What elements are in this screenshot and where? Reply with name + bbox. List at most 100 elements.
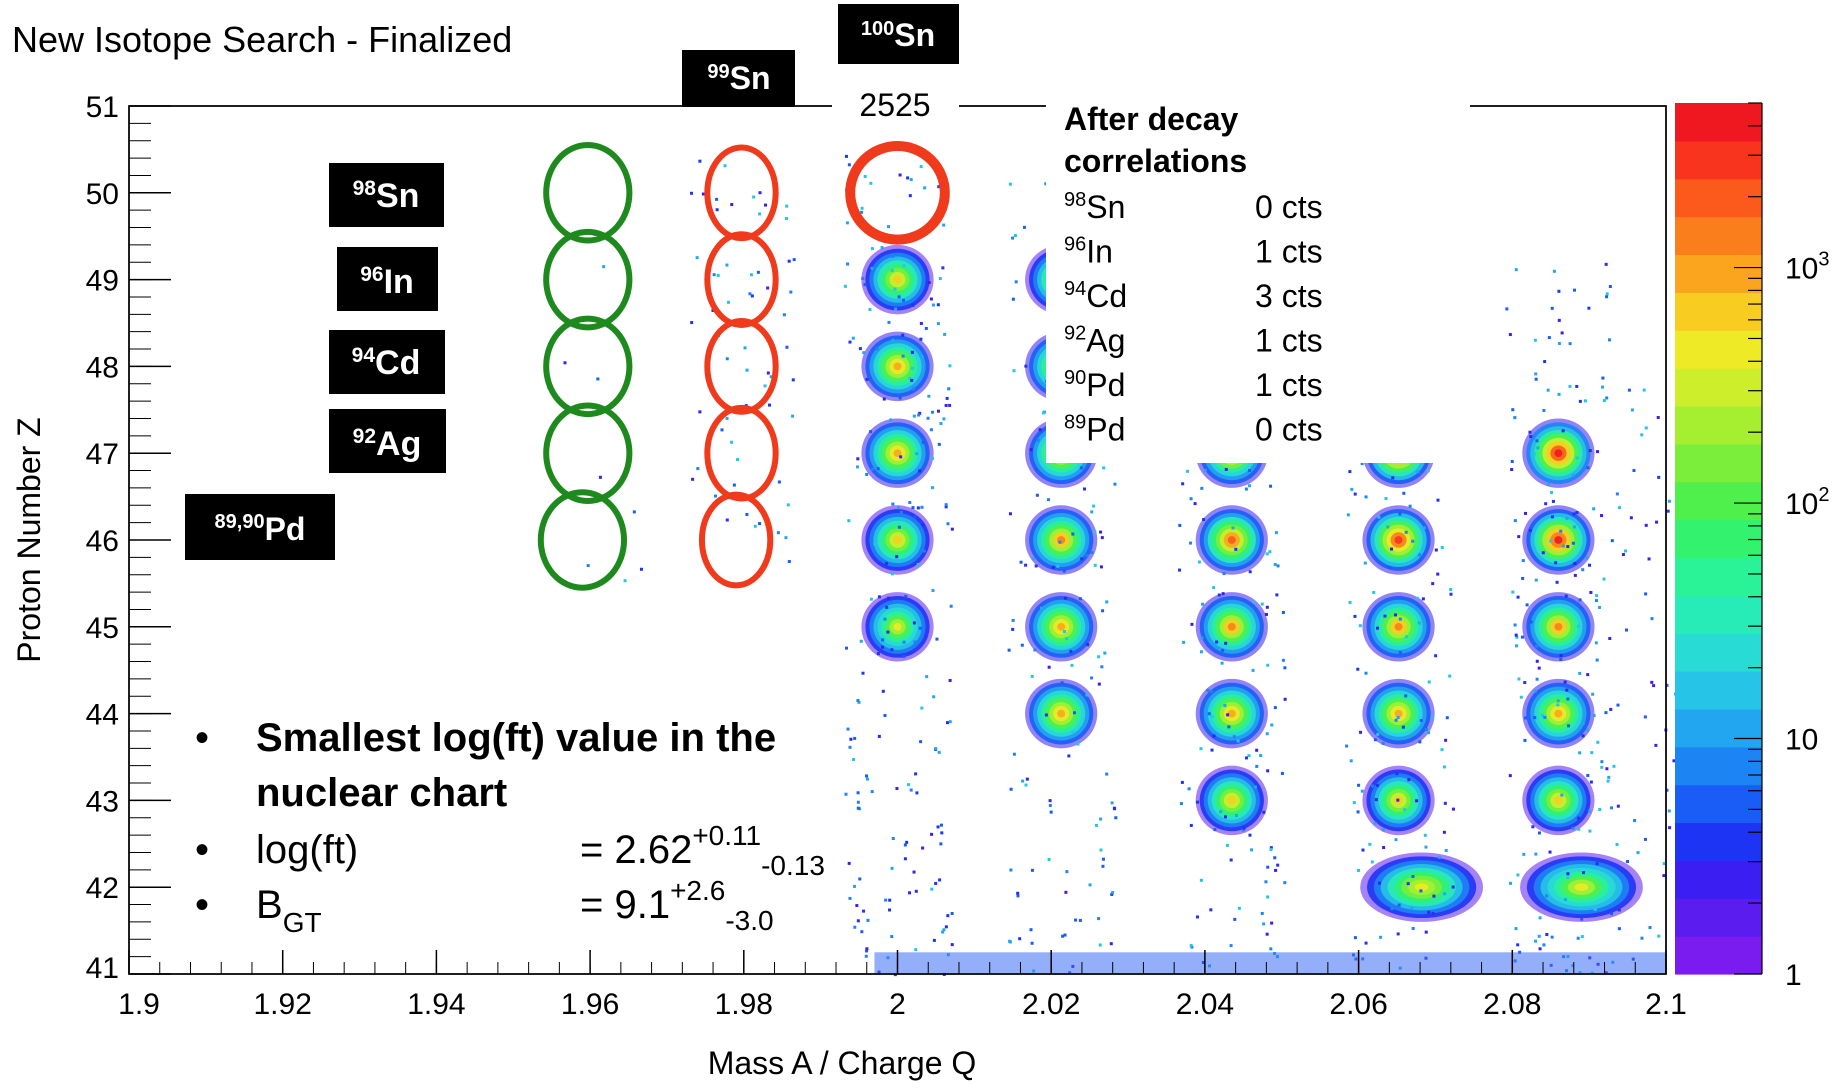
scatter-point — [1617, 927, 1621, 931]
color-scale-swatch — [1675, 898, 1762, 937]
scatter-point — [786, 503, 790, 507]
scatter-point — [1542, 408, 1546, 412]
scatter-point — [725, 263, 729, 267]
decay-row-isotope: 92Ag — [1064, 323, 1125, 359]
scatter-point — [914, 889, 918, 893]
scatter-point — [1011, 627, 1015, 631]
scatter-point — [929, 297, 933, 301]
scatter-point — [1424, 930, 1428, 934]
color-scale-swatch — [1675, 633, 1762, 672]
scatter-point — [1568, 384, 1572, 388]
scatter-point — [752, 195, 756, 199]
scatter-point — [1009, 787, 1013, 791]
scatter-point — [1547, 336, 1551, 340]
scatter-point — [1029, 448, 1033, 452]
scatter-point — [586, 564, 590, 568]
scatter-point — [1426, 469, 1430, 473]
scatter-point — [924, 326, 928, 330]
scatter-point — [895, 787, 899, 791]
x-tick-label: 1.9 — [118, 988, 160, 1021]
scatter-point — [1521, 576, 1525, 580]
scatter-point — [1381, 828, 1385, 832]
scatter-point — [777, 480, 781, 484]
scatter-point — [848, 896, 852, 900]
scatter-point — [1357, 783, 1361, 787]
scatter-point — [897, 295, 901, 299]
scatter-point — [1401, 725, 1405, 729]
isotope-label-98sn: 98Sn — [329, 163, 444, 227]
scatter-point — [1609, 806, 1613, 810]
cluster-ring — [893, 362, 902, 371]
scatter-point — [1268, 550, 1272, 554]
scatter-point — [1422, 526, 1426, 530]
scatter-point — [936, 825, 940, 829]
scatter-point — [1615, 492, 1619, 496]
scatter-point — [926, 416, 930, 420]
scatter-point — [787, 560, 791, 564]
scatter-point — [1016, 891, 1020, 895]
scatter-point — [1224, 641, 1228, 645]
scatter-point — [1573, 525, 1577, 529]
scatter-point — [1364, 671, 1368, 675]
scatter-point — [1381, 741, 1385, 745]
scatter-point — [1178, 523, 1182, 527]
scatter-point — [1511, 590, 1515, 594]
scatter-point — [1110, 892, 1114, 896]
scatter-point — [860, 210, 864, 214]
red-circle-1 — [704, 231, 779, 328]
scatter-point — [1559, 657, 1563, 661]
scatter-point — [862, 909, 866, 913]
scatter-point — [856, 699, 860, 703]
svg-text:96In: 96In — [360, 263, 414, 301]
scatter-point — [896, 506, 900, 510]
scatter-point — [1523, 738, 1527, 742]
scatter-point — [1209, 689, 1213, 693]
scatter-point — [1617, 908, 1621, 912]
green-circle-3 — [543, 402, 633, 504]
scatter-point — [1270, 723, 1274, 727]
scatter-point — [1443, 892, 1447, 896]
scatter-point — [1575, 456, 1579, 460]
scatter-point — [1533, 338, 1537, 342]
scatter-point — [1573, 561, 1577, 565]
scatter-point — [1543, 360, 1547, 364]
scatter-point — [701, 192, 705, 196]
scatter-point — [1576, 936, 1580, 940]
scatter-point — [1537, 666, 1541, 670]
scatter-point — [1573, 573, 1577, 577]
scatter-point — [1657, 934, 1661, 938]
scatter-point — [1212, 734, 1216, 738]
scatter-point — [1531, 825, 1535, 829]
scatter-point — [1666, 509, 1670, 513]
bullet-2-label: log(ft) — [256, 828, 358, 872]
scatter-point — [902, 264, 906, 268]
scatter-point — [1566, 872, 1570, 876]
cluster-ring — [1414, 883, 1429, 892]
scatter-point — [894, 307, 898, 311]
scatter-point — [1577, 827, 1581, 831]
scatter-point — [948, 720, 952, 724]
scatter-point — [1024, 364, 1028, 368]
scatter-point — [1227, 725, 1231, 729]
scatter-point — [884, 561, 888, 565]
scatter-point — [1019, 560, 1023, 564]
scatter-point — [1427, 731, 1431, 735]
scatter-point — [856, 800, 860, 804]
scatter-point — [1061, 934, 1065, 938]
scatter-point — [756, 270, 760, 274]
scatter-point — [1442, 830, 1446, 834]
scatter-point — [1185, 469, 1189, 473]
scatter-point — [1232, 735, 1236, 739]
scatter-point — [877, 595, 881, 599]
scatter-point — [907, 783, 911, 787]
color-scale-swatch — [1675, 746, 1762, 786]
scatter-point — [946, 914, 950, 918]
cluster-ring — [1057, 709, 1066, 718]
scatter-point — [1654, 743, 1658, 747]
decay-row-count: 1 cts — [1255, 367, 1323, 403]
scatter-point — [948, 678, 952, 682]
scatter-point — [1605, 292, 1609, 296]
scatter-point — [1436, 498, 1440, 502]
scatter-point — [939, 422, 943, 426]
scatter-point — [919, 321, 923, 325]
